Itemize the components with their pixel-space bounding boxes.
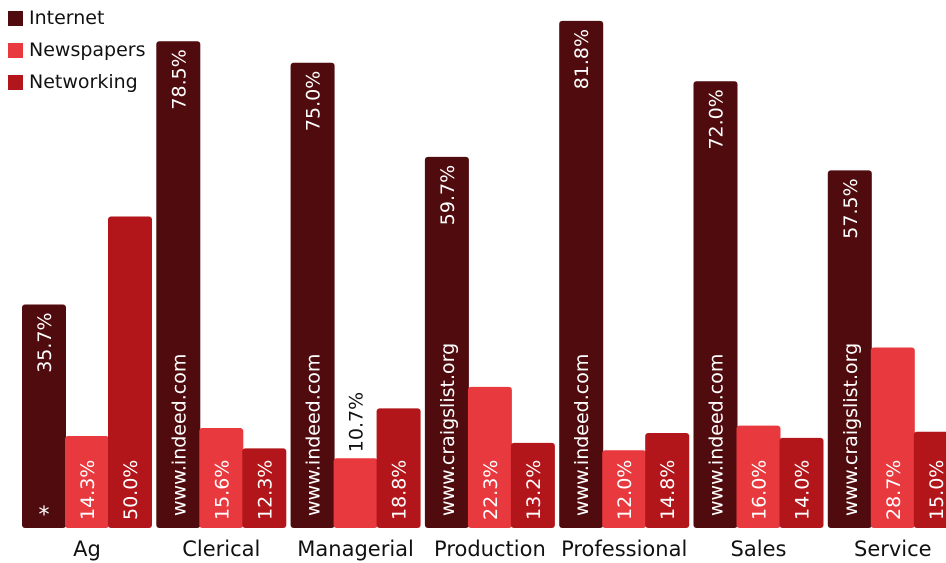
data-label-newspapers-clerical: 15.6% <box>211 460 233 520</box>
data-label-newspapers-managerial: 10.7% <box>346 392 368 452</box>
annotation-managerial: www.indeed.com <box>303 354 325 516</box>
bar-internet-clerical <box>156 41 201 528</box>
legend-label-newspapers: Newspapers <box>29 39 146 61</box>
data-label-internet-production: 59.7% <box>437 165 459 225</box>
annotation-ag: * <box>39 503 50 528</box>
category-label-managerial: Managerial <box>297 537 414 561</box>
category-label-ag: Ag <box>73 537 101 561</box>
category-label-service: Service <box>854 537 932 561</box>
bar-networking-ag <box>108 216 152 528</box>
data-label-internet-professional: 81.8% <box>571 29 593 89</box>
data-label-networking-clerical: 12.3% <box>254 460 276 520</box>
legend-swatch-newspapers <box>8 42 23 58</box>
bar-networking-professional <box>645 432 690 528</box>
category-label-professional: Professional <box>561 537 687 561</box>
legend-item-newspapers: Newspapers <box>8 34 146 66</box>
bar-newspapers-managerial <box>333 458 378 528</box>
legend-label-networking: Networking <box>29 71 138 93</box>
category-label-sales: Sales <box>731 537 787 561</box>
bar-newspapers-clerical <box>199 428 244 528</box>
annotation-professional: www.indeed.com <box>571 354 593 516</box>
data-label-networking-ag: 50.0% <box>120 460 142 520</box>
bar-newspapers-service <box>870 347 915 528</box>
legend-swatch-internet <box>8 10 23 26</box>
bar-networking-managerial <box>376 408 421 528</box>
data-label-newspapers-service: 28.7% <box>883 460 905 520</box>
category-label-clerical: Clerical <box>182 537 260 561</box>
data-label-internet-managerial: 75.0% <box>303 71 325 131</box>
data-label-networking-managerial: 18.8% <box>389 460 411 520</box>
bar-internet-ag <box>22 304 66 528</box>
data-label-networking-production: 13.2% <box>523 460 545 520</box>
bar-newspapers-production <box>467 386 512 528</box>
legend: Internet Newspapers Networking <box>8 2 146 98</box>
bar-newspapers-ag <box>65 436 109 528</box>
data-label-networking-sales: 14.0% <box>792 460 814 520</box>
bar-internet-production <box>424 156 469 528</box>
legend-swatch-networking <box>8 74 23 90</box>
bar-internet-professional <box>559 20 604 529</box>
legend-label-internet: Internet <box>29 7 105 29</box>
bar-newspapers-sales <box>736 425 781 528</box>
data-label-internet-sales: 72.0% <box>706 89 728 149</box>
category-label-production: Production <box>434 537 546 561</box>
data-label-newspapers-production: 22.3% <box>480 460 502 520</box>
bar-internet-service <box>827 170 872 528</box>
bar-internet-sales <box>693 81 738 528</box>
annotation-sales: www.indeed.com <box>706 354 728 516</box>
data-label-networking-professional: 14.8% <box>657 460 679 520</box>
bar-networking-sales <box>779 437 824 528</box>
bar-networking-production <box>510 442 555 528</box>
annotation-production: www.craigslist.org <box>437 343 459 516</box>
annotation-service: www.craigslist.org <box>840 343 862 516</box>
data-label-newspapers-sales: 16.0% <box>749 460 771 520</box>
legend-item-networking: Networking <box>8 66 146 98</box>
bar-networking-service <box>913 431 946 528</box>
data-label-networking-service: 15.0% <box>926 460 946 520</box>
data-label-internet-service: 57.5% <box>840 178 862 238</box>
data-label-newspapers-professional: 12.0% <box>614 460 636 520</box>
legend-item-internet: Internet <box>8 2 146 34</box>
data-label-internet-ag: 35.7% <box>34 312 56 372</box>
bar-internet-managerial <box>290 62 335 528</box>
bar-networking-clerical <box>242 448 287 528</box>
annotation-clerical: www.indeed.com <box>168 354 190 516</box>
data-label-newspapers-ag: 14.3% <box>77 460 99 520</box>
data-label-internet-clerical: 78.5% <box>168 49 190 109</box>
bar-newspapers-professional <box>602 450 647 528</box>
